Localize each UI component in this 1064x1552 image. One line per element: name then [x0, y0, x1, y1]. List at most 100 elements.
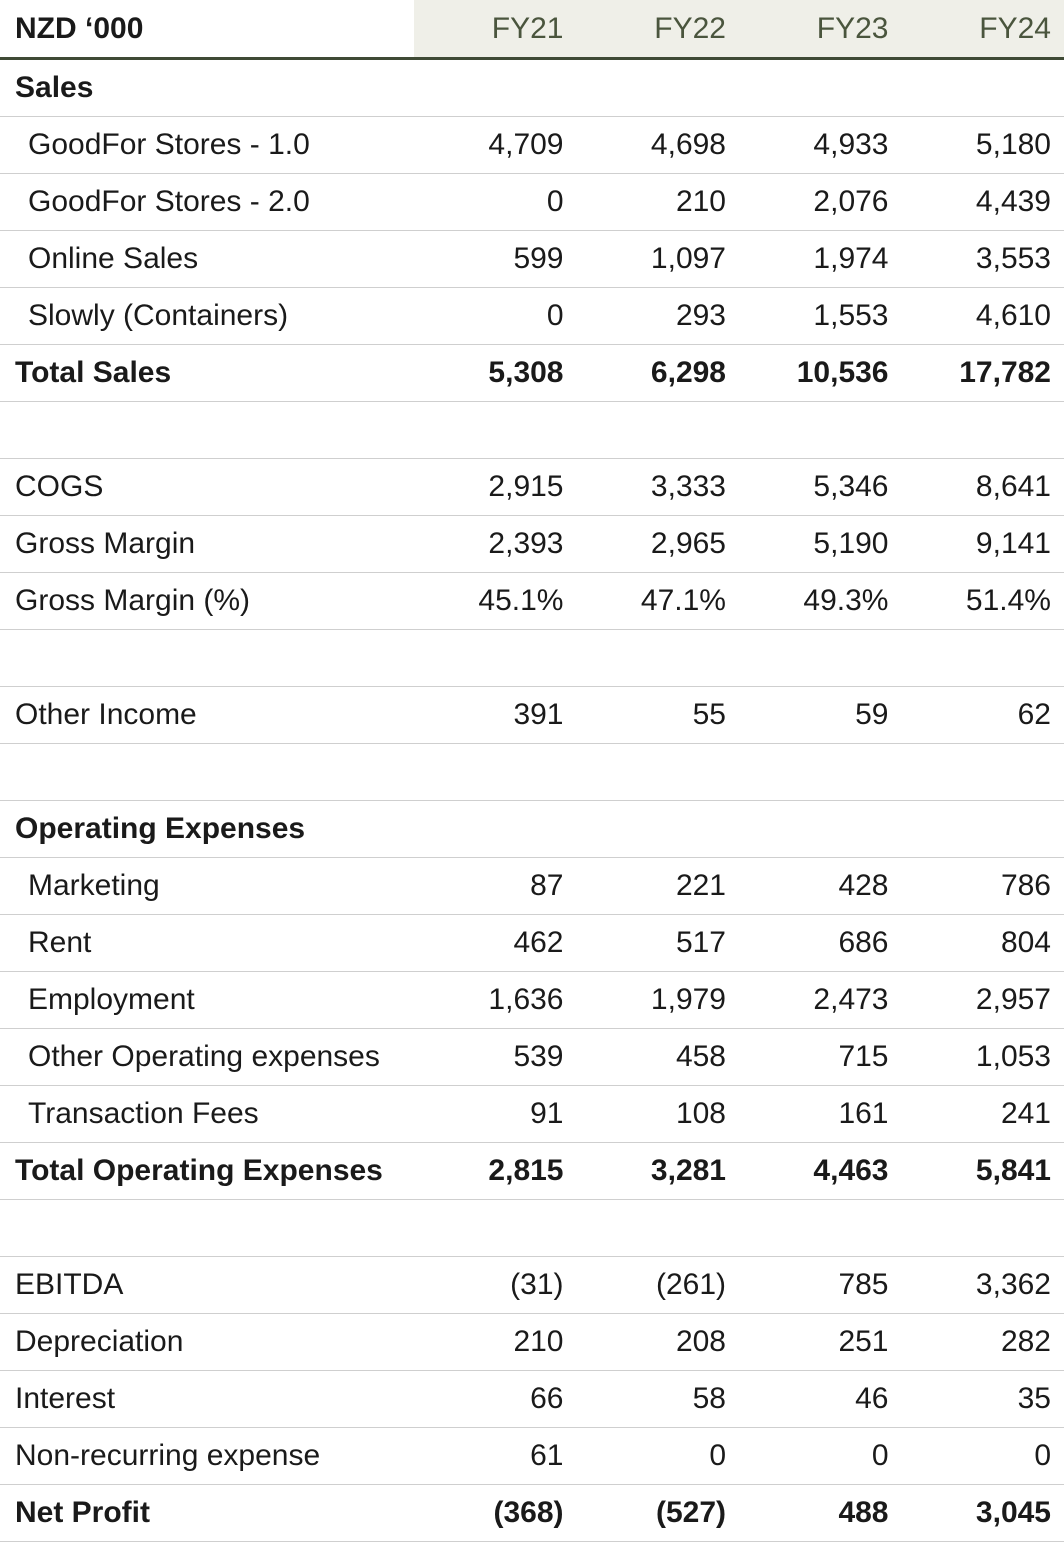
value-cell-fy22: 293 — [576, 287, 739, 345]
row-gross-margin-pct: Gross Margin (%) 45.1% 47.1% 49.3% 51.4% — [0, 572, 1064, 630]
value-cell-fy22: 458 — [576, 1028, 739, 1086]
value-cell-fy24: 3,045 — [901, 1484, 1064, 1542]
value-cell-fy23: 161 — [739, 1085, 902, 1143]
value-cell-fy21: 599 — [414, 230, 577, 288]
value-cell-fy21: 91 — [414, 1085, 577, 1143]
value-cell-fy21: 462 — [414, 914, 577, 972]
year-fy24: FY24 — [901, 0, 1064, 60]
value-cell-fy23: 0 — [739, 1427, 902, 1485]
row-label: GoodFor Stores - 2.0 — [0, 173, 414, 231]
row-label: Online Sales — [0, 230, 414, 288]
row-transaction-fees: Transaction Fees 91 108 161 241 — [0, 1085, 1064, 1143]
row-label: Other Income — [0, 686, 414, 744]
row-label: Gross Margin — [0, 515, 414, 573]
row-label: Total Operating Expenses — [0, 1142, 414, 1200]
value-cell-fy24: 62 — [901, 686, 1064, 744]
value-cell-fy23: 4,933 — [739, 116, 902, 174]
section-operating-expenses: Operating Expenses — [0, 800, 1064, 858]
value-cell-fy23: 1,553 — [739, 287, 902, 345]
value-cell-fy22: 221 — [576, 857, 739, 915]
value-cell-fy23: 2,473 — [739, 971, 902, 1029]
value-cell-fy22: 58 — [576, 1370, 739, 1428]
section-title: Operating Expenses — [0, 800, 414, 858]
value-cell-fy21: 210 — [414, 1313, 577, 1371]
value-cell-fy21: 539 — [414, 1028, 577, 1086]
table-header: NZD ‘000 FY21 FY22 FY23 FY24 — [0, 0, 1064, 60]
value-cell-fy24: 51.4% — [901, 572, 1064, 630]
row-label: Net Profit — [0, 1484, 414, 1542]
row-label: GoodFor Stores - 1.0 — [0, 116, 414, 174]
row-label: Depreciation — [0, 1313, 414, 1371]
value-cell-fy23: 46 — [739, 1370, 902, 1428]
value-cell-fy24: 786 — [901, 857, 1064, 915]
row-label: Employment — [0, 971, 414, 1029]
row-online-sales: Online Sales 599 1,097 1,974 3,553 — [0, 230, 1064, 288]
value-cell-fy24: 5,180 — [901, 116, 1064, 174]
row-label: Marketing — [0, 857, 414, 915]
row-rent: Rent 462 517 686 804 — [0, 914, 1064, 972]
value-cell-fy21: 66 — [414, 1370, 577, 1428]
value-cell-fy23: 59 — [739, 686, 902, 744]
value-cell-fy21: (368) — [414, 1484, 577, 1542]
row-goodfor-stores-1: GoodFor Stores - 1.0 4,709 4,698 4,933 5,180 — [0, 116, 1064, 174]
section-sales: Sales — [0, 58, 1064, 117]
value-cell-fy24: 282 — [901, 1313, 1064, 1371]
value-cell-fy24: 4,610 — [901, 287, 1064, 345]
row-cogs: COGS 2,915 3,333 5,346 8,641 — [0, 458, 1064, 516]
row-goodfor-stores-2: GoodFor Stores - 2.0 0 210 2,076 4,439 — [0, 173, 1064, 231]
value-cell-fy24: 3,362 — [901, 1256, 1064, 1314]
row-label: Non-recurring expense — [0, 1427, 414, 1485]
value-cell-fy24: 35 — [901, 1370, 1064, 1428]
row-label: EBITDA — [0, 1256, 414, 1314]
value-cell-fy23: 251 — [739, 1313, 902, 1371]
value-cell-fy22: 47.1% — [576, 572, 739, 630]
value-cell-fy23: 2,076 — [739, 173, 902, 231]
value-cell-fy24: 241 — [901, 1085, 1064, 1143]
value-cell-fy23: 10,536 — [739, 344, 902, 402]
row-depreciation: Depreciation 210 208 251 282 — [0, 1313, 1064, 1371]
value-cell-fy23: 488 — [739, 1484, 902, 1542]
value-cell-fy24: 5,841 — [901, 1142, 1064, 1200]
row-ebitda: EBITDA (31) (261) 785 3,362 — [0, 1256, 1064, 1314]
value-cell-fy24: 9,141 — [901, 515, 1064, 573]
value-cell-fy24: 4,439 — [901, 173, 1064, 231]
value-cell-fy22: 3,333 — [576, 458, 739, 516]
value-cell-fy21: 2,393 — [414, 515, 577, 573]
year-fy22: FY22 — [576, 0, 739, 60]
row-net-profit: Net Profit (368) (527) 488 3,045 — [0, 1484, 1064, 1542]
value-cell-fy24: 8,641 — [901, 458, 1064, 516]
value-cell-fy22: 55 — [576, 686, 739, 744]
value-cell-fy23: 49.3% — [739, 572, 902, 630]
row-label: Transaction Fees — [0, 1085, 414, 1143]
value-cell-fy21: 5,308 — [414, 344, 577, 402]
value-cell-fy23: 715 — [739, 1028, 902, 1086]
value-cell-fy24: 3,553 — [901, 230, 1064, 288]
value-cell-fy22: (527) — [576, 1484, 739, 1542]
value-cell-fy22: 0 — [576, 1427, 739, 1485]
value-cell-fy24: 17,782 — [901, 344, 1064, 402]
value-cell-fy23: 5,346 — [739, 458, 902, 516]
value-cell-fy21: 1,636 — [414, 971, 577, 1029]
value-cell-fy23: 1,974 — [739, 230, 902, 288]
value-cell-fy21: 0 — [414, 173, 577, 231]
value-cell-fy24: 804 — [901, 914, 1064, 972]
section-title: Sales — [0, 58, 414, 117]
value-cell-fy21: 87 — [414, 857, 577, 915]
value-cell-fy22: 1,979 — [576, 971, 739, 1029]
year-fy23: FY23 — [739, 0, 902, 60]
value-cell-fy23: 4,463 — [739, 1142, 902, 1200]
value-cell-fy22: (261) — [576, 1256, 739, 1314]
row-other-operating-expenses: Other Operating expenses 539 458 715 1,053 — [0, 1028, 1064, 1086]
value-cell-fy21: 391 — [414, 686, 577, 744]
spacer-row — [0, 743, 1064, 801]
value-cell-fy23: 686 — [739, 914, 902, 972]
spacer-row — [0, 1199, 1064, 1257]
value-cell-fy22: 4,698 — [576, 116, 739, 174]
row-label: Other Operating expenses — [0, 1028, 414, 1086]
row-gross-margin: Gross Margin 2,393 2,965 5,190 9,141 — [0, 515, 1064, 573]
header-row: NZD ‘000 FY21 FY22 FY23 FY24 — [0, 0, 1064, 60]
value-cell-fy21: 61 — [414, 1427, 577, 1485]
value-cell-fy21: 4,709 — [414, 116, 577, 174]
value-cell-fy22: 6,298 — [576, 344, 739, 402]
